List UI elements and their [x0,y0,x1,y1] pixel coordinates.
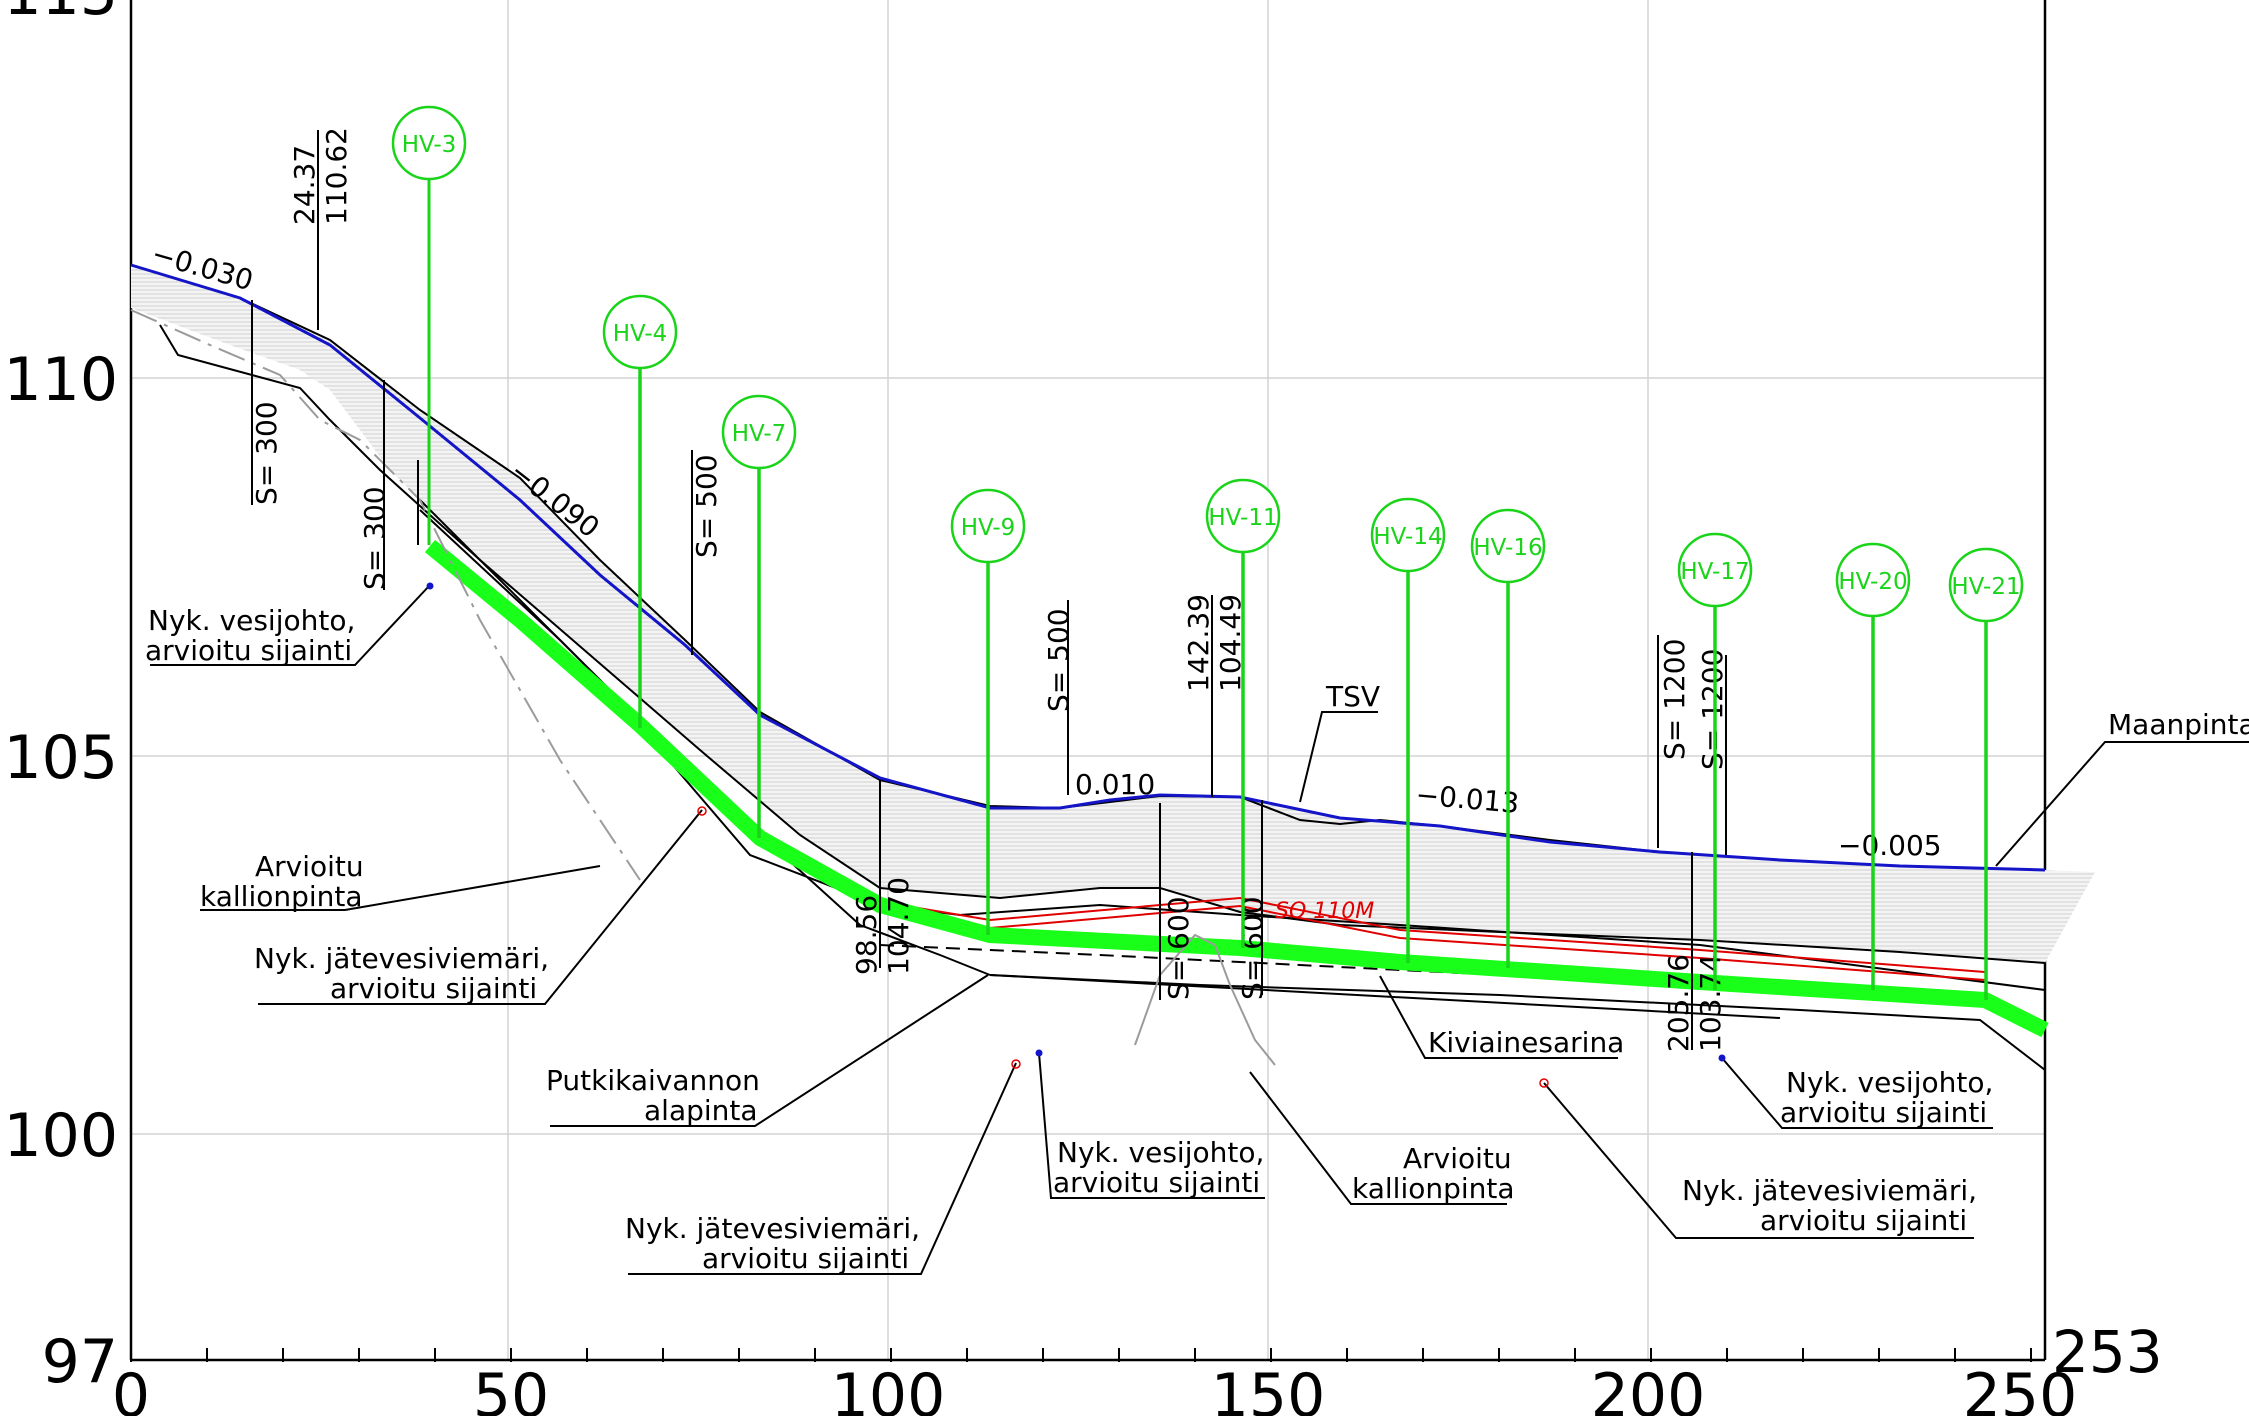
annotation-vesijohto-right: Nyk. vesijohto, arvioitu sijainti [1719,1055,1994,1130]
tsv-label: TSV [1325,680,1380,713]
x-axis-labels: 0 50 100 150 200 250 253 [112,1318,2163,1416]
y-tick-label: 110 [3,345,118,415]
station-value: 98.56 [850,895,883,975]
marker-label: HV-4 [613,321,668,347]
annotation-line: Arvioitu [255,850,364,883]
s-label: S= 600 [1236,896,1269,1000]
gradient-label: 0.010 [1075,768,1155,801]
x-tick-label: 0 [112,1361,150,1416]
marker-label: HV-17 [1680,559,1749,585]
annotation-line: Nyk. jätevesiviemäri, [254,942,549,975]
annotation-kallio-mid: Arvioitu kallionpinta [1250,1072,1515,1205]
station-value: 103.74 [1694,954,1727,1052]
y-tick-label: 115 [3,0,118,29]
annotation-kallio-left: Arvioitu kallionpinta [200,850,600,913]
y-tick-label: 105 [3,723,118,793]
annotation-putki: Putkikaivannon alapinta [546,975,988,1127]
marker-label: HV-9 [961,515,1016,541]
maanpinta-label: Maanpinta [2108,708,2249,741]
gradient-label: −0.013 [1414,778,1520,820]
annotation-line: arvioitu sijainti [1780,1096,1987,1129]
marker-label: HV-16 [1473,535,1542,561]
marker-label: HV-11 [1208,505,1277,531]
annotation-line: Nyk. vesijohto, [148,604,355,637]
annotation-line: Putkikaivannon [546,1064,760,1097]
s-label: S= 1200 [1696,649,1729,770]
annotation-line: arvioitu sijainti [330,972,537,1005]
annotation-line: kallionpinta [1352,1172,1515,1205]
marker-label: HV-14 [1373,524,1442,550]
s-label: S= 500 [1042,608,1075,712]
s-label: S= 300 [250,401,283,505]
station-value: 205.76 [1662,954,1695,1052]
x-tick-label: 200 [1591,1361,1706,1416]
gradient-label: −0.005 [1838,829,1942,862]
annotation-line: arvioitu sijainti [1760,1204,1967,1237]
annotation-line: arvioitu sijainti [1053,1166,1260,1199]
s-label: S= 500 [690,454,723,558]
annotation-line: Nyk. jätevesiviemäri, [625,1212,920,1245]
kiviainesarina-label: Kiviainesarina [1428,1026,1624,1059]
annotation-line: arvioitu sijainti [145,634,352,667]
x-tick-label: 150 [1211,1361,1326,1416]
station-value: 110.62 [320,127,353,225]
x-tick-label: 50 [473,1361,549,1416]
annotation-line: Arvioitu [1403,1142,1512,1175]
station-value: 104.70 [882,877,915,975]
annotation-line: alapinta [644,1094,758,1127]
marker-label: HV-21 [1951,574,2020,600]
station-value: 142.39 [1182,594,1215,692]
gradient-labels: −0.030 −0.090 0.010 −0.013 −0.005 [148,237,1942,862]
marker-label: HV-20 [1838,569,1907,595]
y-tick-label: 100 [3,1101,118,1171]
x-tick-label: 100 [831,1361,946,1416]
y-axis-labels: 115 110 105 100 97 [3,0,118,1397]
annotation-line: Nyk. jätevesiviemäri, [1682,1174,1977,1207]
annotation-line: Nyk. vesijohto, [1786,1066,1993,1099]
annotation-line: arvioitu sijainti [702,1242,909,1275]
annotation-vesijohto-mid: Nyk. vesijohto, arvioitu sijainti [1036,1050,1266,1200]
x-end-label: 253 [2052,1318,2163,1386]
y-tick-label: 97 [42,1327,118,1397]
station-value: 24.37 [288,145,321,225]
annotation-vesijohto-left: Nyk. vesijohto, arvioitu sijainti [145,583,434,668]
soil-hatch [131,265,2095,963]
annotation-line: kallionpinta [200,880,363,913]
marker-label: HV-7 [732,421,787,447]
marker-label: HV-3 [402,132,457,158]
s-label: S= 600 [1162,896,1195,1000]
annotation-line: Nyk. vesijohto, [1057,1136,1264,1169]
so-label: SO 110M [1275,899,1374,924]
s-label: S= 300 [358,486,391,590]
s-label: S= 1200 [1658,639,1691,760]
